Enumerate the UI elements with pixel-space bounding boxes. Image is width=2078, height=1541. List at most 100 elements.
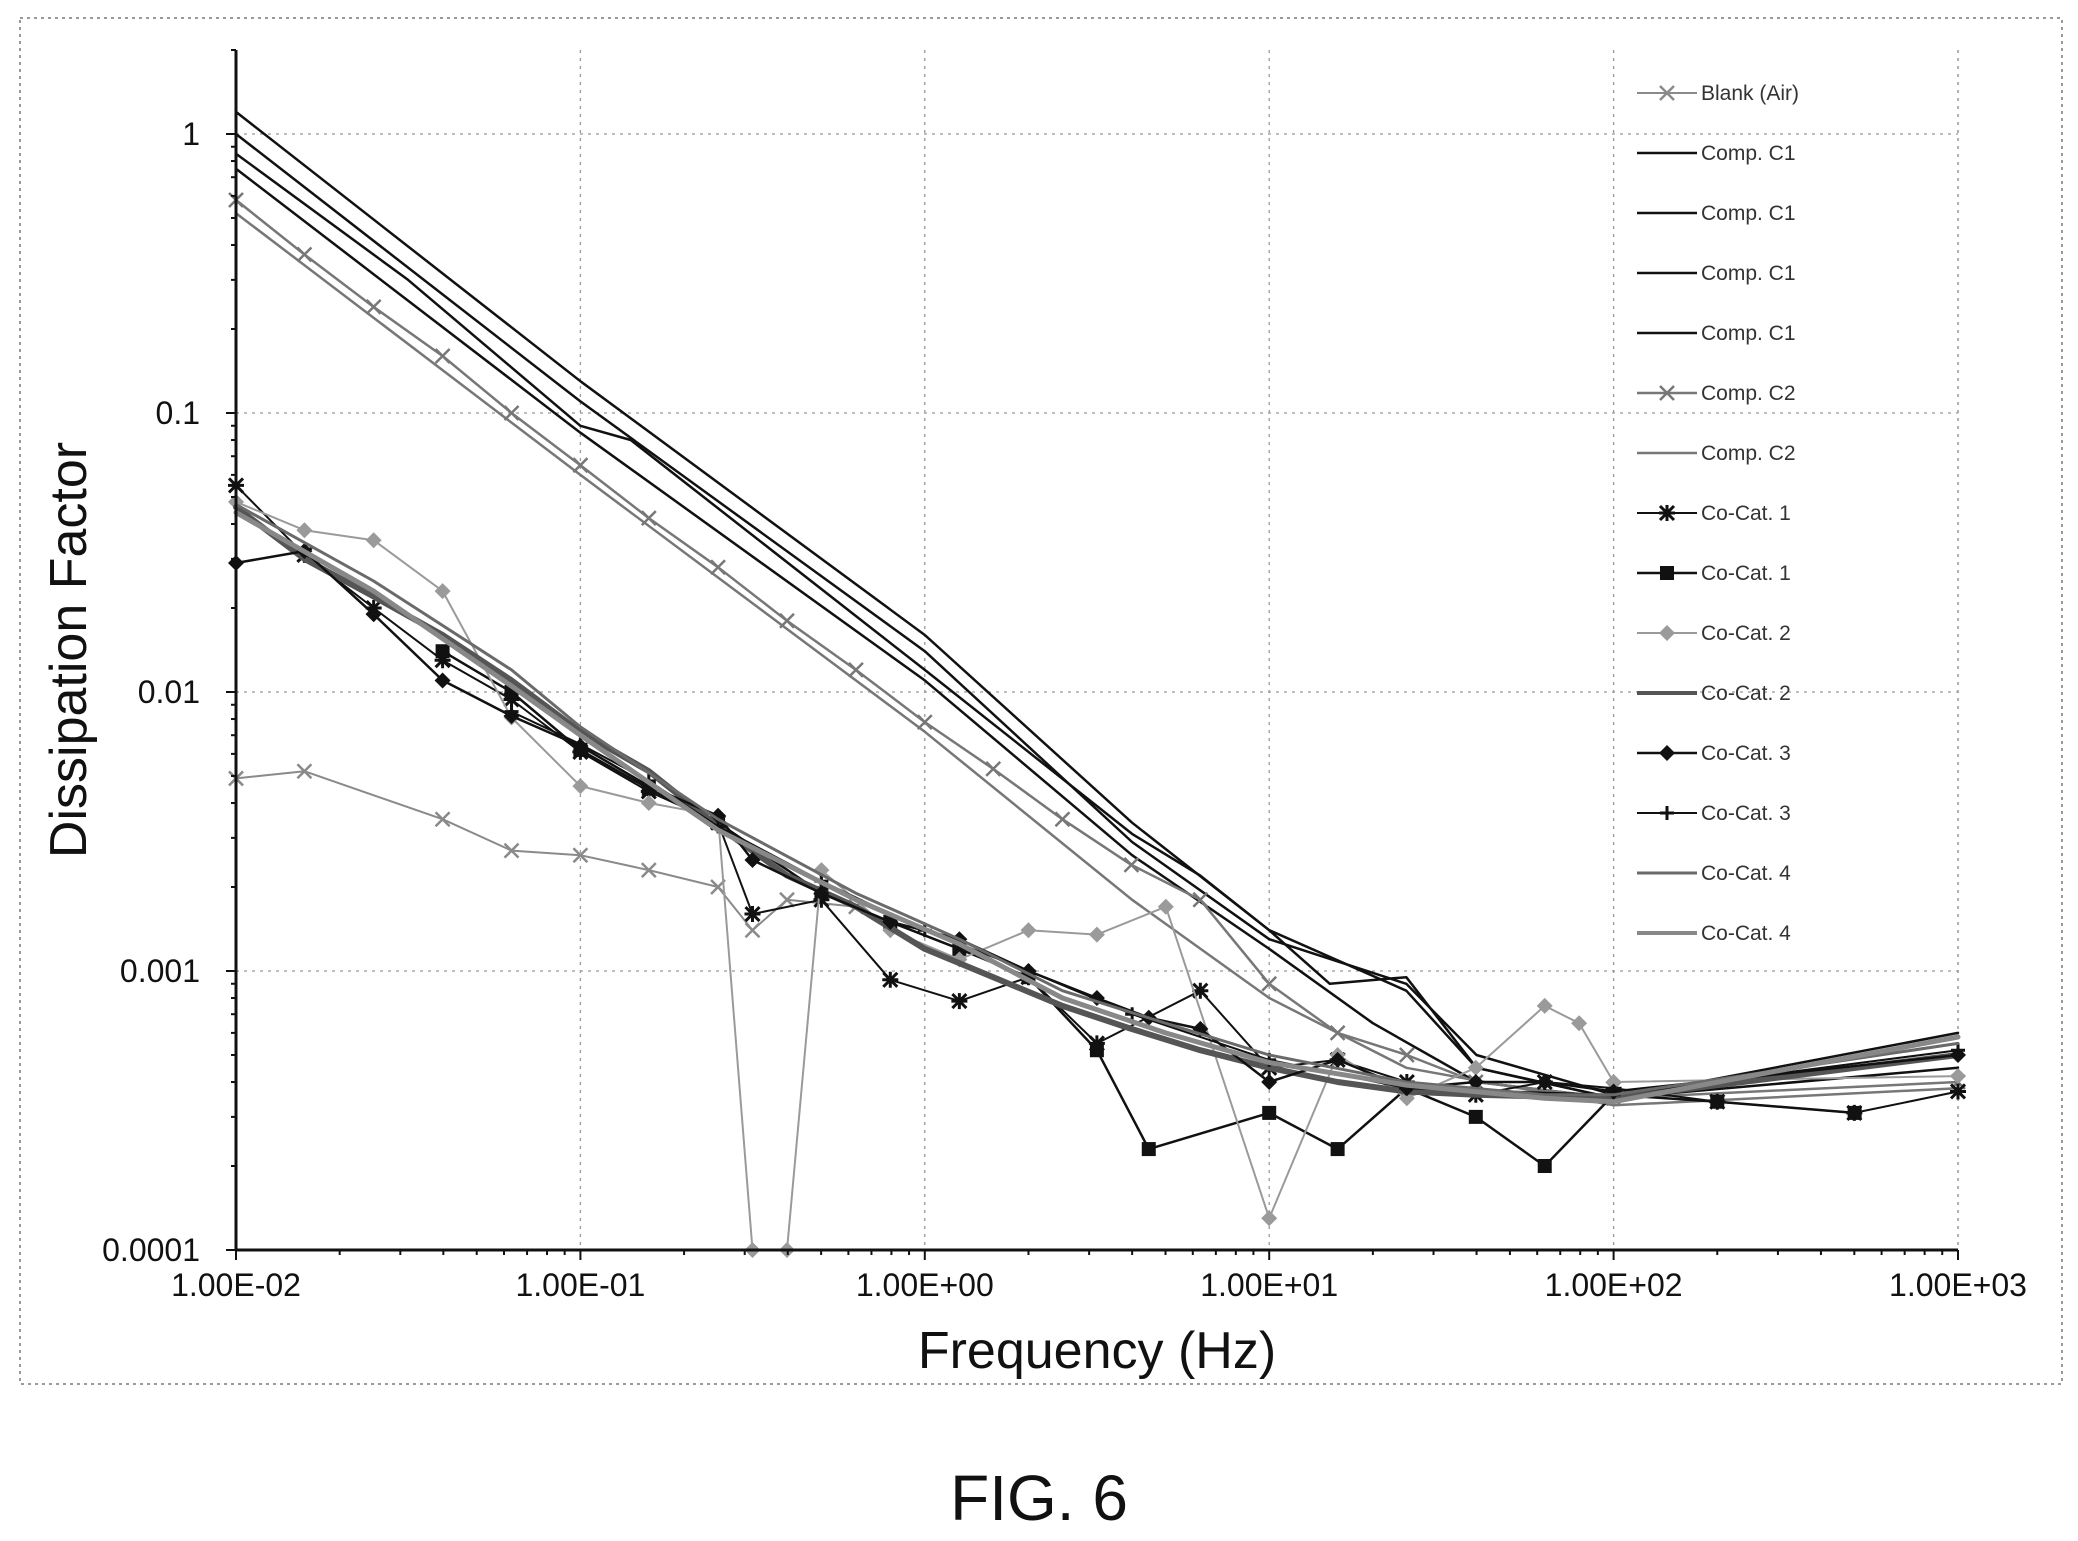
data-point-marker <box>1123 857 1140 873</box>
data-point-marker <box>1054 811 1071 828</box>
data-point-marker <box>1261 1074 1278 1091</box>
legend-item: Comp. C1 <box>1637 202 1796 225</box>
x-tick-label: 1.00E-01 <box>515 1267 645 1303</box>
data-point-marker <box>710 559 726 576</box>
data-point-marker <box>1605 1074 1622 1091</box>
legend-label: Comp. C1 <box>1701 142 1796 165</box>
data-point-marker <box>573 737 588 752</box>
data-point-marker <box>1536 997 1553 1014</box>
y-axis-title: Dissipation Factor <box>40 442 98 858</box>
data-point-marker <box>1468 1109 1483 1124</box>
legend-item: Co-Cat. 4 <box>1637 862 1791 885</box>
legend: Blank (Air) Comp. C1 Comp. C1 Comp. C1 Comp.… <box>1637 82 1799 945</box>
legend-label: Comp. C1 <box>1701 262 1796 285</box>
data-point-marker <box>744 922 761 939</box>
data-point-marker <box>1398 1047 1415 1063</box>
legend-item: Co-Cat. 2 <box>1637 622 1791 645</box>
data-point-marker <box>435 644 450 659</box>
series-line <box>234 503 1960 1097</box>
data-point-marker <box>1847 1105 1862 1120</box>
legend-item: Co-Cat. 4 <box>1637 922 1791 945</box>
y-tick-label: 0.1 <box>156 395 200 431</box>
y-tick-label: 0.001 <box>120 953 200 989</box>
data-point-marker <box>1329 1051 1346 1068</box>
legend-marker <box>1659 85 1675 101</box>
figure-caption: FIG. 6 <box>950 1462 1128 1534</box>
data-point-marker <box>434 652 451 669</box>
data-point-marker <box>503 691 520 708</box>
data-point-marker <box>365 532 382 549</box>
data-point-marker <box>572 778 589 795</box>
data-point-marker <box>1262 1105 1277 1120</box>
data-point-marker <box>296 246 313 263</box>
legend-label: Comp. C1 <box>1701 322 1796 345</box>
data-point-marker <box>640 795 657 812</box>
data-point-marker <box>1192 982 1209 999</box>
legend-item: Comp. C2 <box>1637 382 1796 405</box>
data-point-marker <box>1089 1043 1104 1058</box>
data-point-marker <box>640 862 657 878</box>
data-point-marker <box>1571 1015 1588 1032</box>
y-tick-label: 0.01 <box>138 674 200 710</box>
legend-label: Co-Cat. 4 <box>1701 862 1791 885</box>
x-tick-label: 1.00E+02 <box>1545 1267 1683 1303</box>
legend-label: Co-Cat. 3 <box>1701 802 1791 825</box>
data-point-marker <box>434 811 451 828</box>
y-tick-label: 1 <box>182 116 200 152</box>
data-point-marker <box>434 583 451 600</box>
data-point-marker <box>813 885 830 902</box>
data-point-marker <box>296 522 313 539</box>
series-line <box>235 500 1959 1251</box>
tick-labels: 1.00E-02 1.00E-01 1.00E+00 1.00E+01 1.00E+02… <box>102 49 2027 1303</box>
legend-label: Comp. C2 <box>1701 382 1796 405</box>
legend-item: Co-Cat. 1 <box>1637 562 1791 585</box>
legend-item: Co-Cat. 1 <box>1637 502 1791 525</box>
legend-item: Comp. C2 <box>1637 442 1796 465</box>
data-point-marker <box>1537 1159 1552 1174</box>
legend-label: Co-Cat. 2 <box>1701 682 1791 705</box>
data-point-marker <box>744 851 761 868</box>
data-point-marker <box>1088 926 1105 943</box>
data-point-marker <box>1330 1142 1345 1157</box>
y-tick-label: 0.0001 <box>102 1232 200 1268</box>
data-point-marker <box>779 891 795 908</box>
x-tick-label: 1.00E+00 <box>856 1267 994 1303</box>
legend-label: Comp. C1 <box>1701 202 1796 225</box>
legend-label: Co-Cat. 4 <box>1701 922 1791 945</box>
data-point-marker <box>1951 1043 1965 1058</box>
data-point-marker <box>434 672 451 689</box>
plot-area <box>236 50 1958 1250</box>
data-point-marker <box>504 704 519 719</box>
legend-label: Co-Cat. 1 <box>1701 502 1791 525</box>
data-point-marker <box>572 847 589 864</box>
data-point-marker <box>1261 975 1278 992</box>
data-point-marker <box>1467 1074 1484 1091</box>
legend-item: Co-Cat. 3 <box>1637 802 1791 825</box>
legend-label: Co-Cat. 2 <box>1701 622 1791 645</box>
legend-item: Comp. C1 <box>1637 322 1796 345</box>
series-group <box>227 110 1967 1258</box>
legend-item: Comp. C1 <box>1637 142 1796 165</box>
data-point-marker <box>1950 1068 1966 1085</box>
data-point-marker <box>985 761 1002 777</box>
x-tick-label: 1.00E+03 <box>1889 1267 2027 1303</box>
data-point-marker <box>1141 1142 1156 1157</box>
data-point-marker <box>1949 1083 1967 1100</box>
series-line <box>235 770 857 932</box>
legend-item: Blank (Air) <box>1637 82 1799 105</box>
legend-marker <box>1659 625 1675 641</box>
x-tick-label: 1.00E-02 <box>171 1267 301 1303</box>
data-point-marker <box>951 993 968 1010</box>
legend-marker <box>1660 566 1674 580</box>
legend-marker <box>1659 385 1675 401</box>
series-line <box>233 510 1961 1105</box>
data-point-marker <box>296 763 313 780</box>
series-14 <box>234 503 1960 1097</box>
data-point-marker <box>848 662 864 678</box>
series-line <box>233 504 1961 1102</box>
data-point-marker <box>1261 1210 1278 1227</box>
x-tick-label: 1.00E+01 <box>1200 1267 1338 1303</box>
legend-label: Comp. C2 <box>1701 442 1796 465</box>
legend-label: Blank (Air) <box>1701 82 1799 105</box>
series-3 <box>234 132 1960 1097</box>
